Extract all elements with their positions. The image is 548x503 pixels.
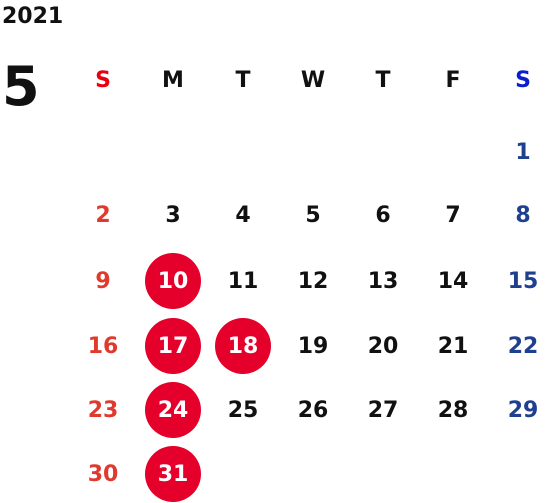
- weekday-header: M: [162, 67, 184, 93]
- date: 8: [515, 202, 531, 228]
- date: 13: [367, 268, 399, 294]
- date: 6: [375, 202, 391, 228]
- date: 9: [95, 268, 111, 294]
- weekday-header: S: [95, 67, 111, 93]
- date: 15: [507, 268, 539, 294]
- highlighted-date: 18: [215, 318, 271, 374]
- highlighted-date: 10: [145, 253, 201, 309]
- date: 26: [297, 397, 329, 423]
- date: 20: [367, 333, 399, 359]
- date: 5: [305, 202, 321, 228]
- weekday-header: S: [515, 67, 531, 93]
- weekday-header: W: [300, 67, 326, 93]
- date: 7: [445, 202, 461, 228]
- date: 27: [367, 397, 399, 423]
- date: 25: [227, 397, 259, 423]
- date: 2: [95, 202, 111, 228]
- weekday-header: T: [235, 67, 251, 93]
- highlighted-date: 24: [145, 382, 201, 438]
- date: 3: [165, 202, 181, 228]
- date: 11: [227, 268, 259, 294]
- weekday-header: T: [375, 67, 391, 93]
- date: 29: [507, 397, 539, 423]
- highlighted-date: 17: [145, 318, 201, 374]
- date: 16: [87, 333, 119, 359]
- month: 5: [2, 55, 40, 118]
- date: 23: [87, 397, 119, 423]
- weekday-header: F: [445, 67, 461, 93]
- date: 21: [437, 333, 469, 359]
- date: 28: [437, 397, 469, 423]
- date: 4: [235, 202, 251, 228]
- date: 14: [437, 268, 469, 294]
- year: 2021: [2, 4, 64, 29]
- date: 12: [297, 268, 329, 294]
- date: 22: [507, 333, 539, 359]
- highlighted-date: 31: [145, 446, 201, 502]
- date: 30: [87, 461, 119, 487]
- date: 19: [297, 333, 329, 359]
- date: 1: [515, 139, 531, 165]
